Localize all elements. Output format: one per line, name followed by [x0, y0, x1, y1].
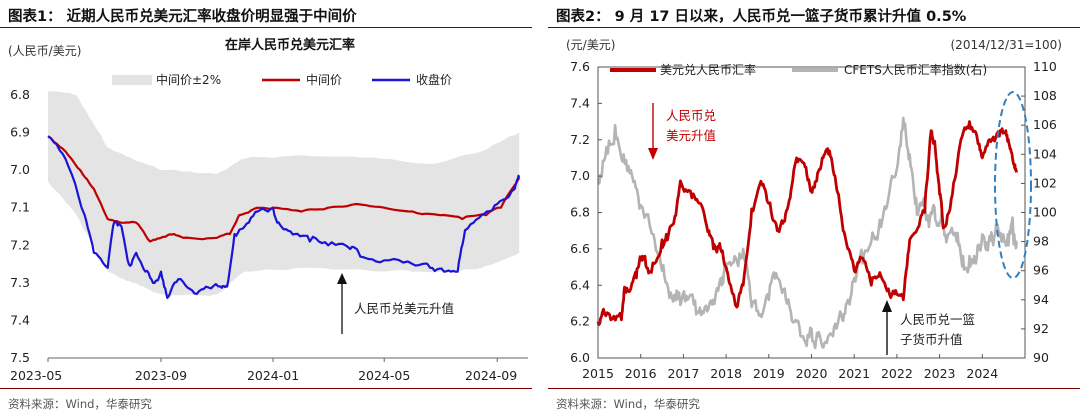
x-tick-label: 2024-09	[465, 368, 517, 383]
axes-layer: 6.0 6.2 6.4 6.6 6.8 7.0 7.2 7.4 7.6 90 92 94 96 98 100…	[570, 59, 1057, 381]
y-axis-unit-right-right: (2014/12/31=100)	[951, 38, 1063, 52]
series-layer	[596, 116, 1018, 350]
y-tick-label: 7.3	[10, 275, 30, 290]
y-tick-label: 7.4	[10, 312, 30, 327]
x-tick-label: 2021	[838, 366, 870, 381]
x-tick-label: 2016	[625, 366, 657, 381]
annotation-left: 人民币兑美元升值	[337, 273, 454, 334]
y2-tick-label: 92	[1033, 321, 1049, 336]
y-tick-label: 6.8	[570, 205, 590, 220]
chart-subtitle-left: 在岸人民币兑美元汇率	[225, 37, 355, 53]
y-tick-label: 6.0	[570, 350, 590, 365]
y2-tick-label: 100	[1033, 205, 1057, 220]
y-tick-label: 7.2	[10, 237, 30, 252]
title-rule-left	[0, 27, 532, 28]
y-tick-label: 7.1	[10, 200, 30, 215]
annotation-arrowhead-basket	[882, 300, 892, 312]
chart-title-right: 图表2： 9 月 17 日以来，人民币兑一篮子货币累计升值 0.5%	[556, 9, 967, 25]
legend-swatch-band	[112, 75, 152, 85]
legend-label-close: 收盘价	[416, 72, 452, 87]
y2-tick-label: 110	[1033, 59, 1057, 74]
y2-tick-label: 98	[1033, 234, 1049, 249]
y2-tick-label: 96	[1033, 263, 1049, 278]
exchange-rate-chart-right: (元/美元) (2014/12/31=100) 6.0 6.2 6.4 6.6 6.8 7…	[566, 38, 1063, 381]
source-rule-left	[0, 388, 532, 389]
y2-tick-label: 108	[1033, 88, 1057, 103]
y2-tick-label: 104	[1033, 146, 1057, 161]
annotation-arrowhead-usd	[648, 148, 658, 160]
y-tick-label: 7.6	[570, 59, 590, 74]
legend-label-band: 中间价±2%	[156, 72, 221, 87]
title-rule-right	[548, 27, 1080, 28]
legend-label-usdcny: 美元兑人民币汇率	[660, 62, 756, 77]
x-tick-label: 2019	[753, 366, 785, 381]
x-tick-label: 2023-09	[135, 368, 187, 383]
series-line-cfets	[597, 116, 1018, 350]
y-tick-label: 7.0	[570, 168, 590, 183]
legend-label-mid: 中间价	[306, 72, 342, 87]
annotation-text-basket-2: 子货币升值	[900, 332, 963, 347]
chart-panel-left: 图表1： 近期人民币兑美元汇率收盘价明显强于中间价 在岸人民币兑美元汇率 (人民…	[0, 0, 532, 419]
source-rule-right	[548, 388, 1080, 389]
y2-tick-label: 90	[1033, 350, 1049, 365]
y-tick-label: 7.2	[570, 132, 590, 147]
chart-panel-right: 图表2： 9 月 17 日以来，人民币兑一篮子货币累计升值 0.5% (元/美元…	[548, 0, 1080, 419]
y2-tick-label: 94	[1033, 292, 1049, 307]
exchange-rate-chart-left: 在岸人民币兑美元汇率 (人民币/美元) 6.8 6.9 7.0 7.1 7.2 7.3 7.…	[8, 37, 528, 383]
x-tick-label: 2023	[924, 366, 956, 381]
x-tick-label: 2024	[966, 366, 998, 381]
band-area	[48, 91, 520, 296]
y-tick-label: 6.8	[10, 87, 30, 102]
y2-tick-label: 102	[1033, 175, 1057, 190]
annotation-basket: 人民币兑一篮 子货币升值	[882, 300, 975, 355]
annotation-usd: 人民币兑 美元升值	[648, 103, 716, 160]
x-tick-label: 2017	[667, 366, 699, 381]
x-tick-label: 2022	[881, 366, 913, 381]
legend-label-cfets: CFETS人民币汇率指数(右)	[844, 62, 987, 77]
x-tick-label: 2020	[796, 366, 828, 381]
y-tick-label: 6.6	[570, 241, 590, 256]
y-axis-unit-right-left: (元/美元)	[566, 38, 615, 52]
annotation-arrowhead-left	[337, 273, 347, 284]
y-tick-label: 7.4	[570, 95, 590, 110]
y-axis-unit-left: (人民币/美元)	[8, 44, 81, 58]
y-tick-label: 6.2	[570, 314, 590, 329]
y-tick-label: 7.5	[10, 350, 30, 365]
x-tick-label: 2018	[710, 366, 742, 381]
y2-tick-label: 106	[1033, 117, 1057, 132]
annotation-text-usd-1: 人民币兑	[666, 108, 716, 123]
annotation-text-basket-1: 人民币兑一篮	[900, 312, 975, 327]
x-tick-label: 2023-05	[10, 368, 62, 383]
source-note-right: 资料来源：Wind，华泰研究	[556, 397, 700, 411]
source-note-left: 资料来源：Wind，华泰研究	[8, 397, 152, 411]
x-tick-label: 2024-05	[358, 368, 410, 383]
series-line-closing-price	[47, 135, 521, 299]
y-tick-label: 6.4	[570, 277, 590, 292]
annotation-text-usd-2: 美元升值	[666, 128, 716, 143]
series-layer	[47, 135, 521, 299]
series-line-central-parity	[47, 135, 521, 243]
annotation-text-left: 人民币兑美元升值	[354, 301, 454, 316]
x-tick-label: 2024-01	[247, 368, 299, 383]
y-tick-label: 7.0	[10, 162, 30, 177]
series-line-usdcny	[596, 120, 1018, 327]
legend-right: 美元兑人民币汇率 CFETS人民币汇率指数(右)	[610, 62, 987, 77]
highlight-ellipse	[994, 91, 1032, 279]
y-tick-label: 6.9	[10, 125, 30, 140]
x-tick-label: 2015	[582, 366, 614, 381]
chart-title-left: 图表1： 近期人民币兑美元汇率收盘价明显强于中间价	[8, 9, 357, 25]
band-layer	[48, 91, 520, 296]
axes-layer: 6.8 6.9 7.0 7.1 7.2 7.3 7.4 7.5 2023-05 2023-09 20…	[10, 87, 528, 383]
legend-left: 中间价±2% 中间价 收盘价	[112, 72, 452, 87]
